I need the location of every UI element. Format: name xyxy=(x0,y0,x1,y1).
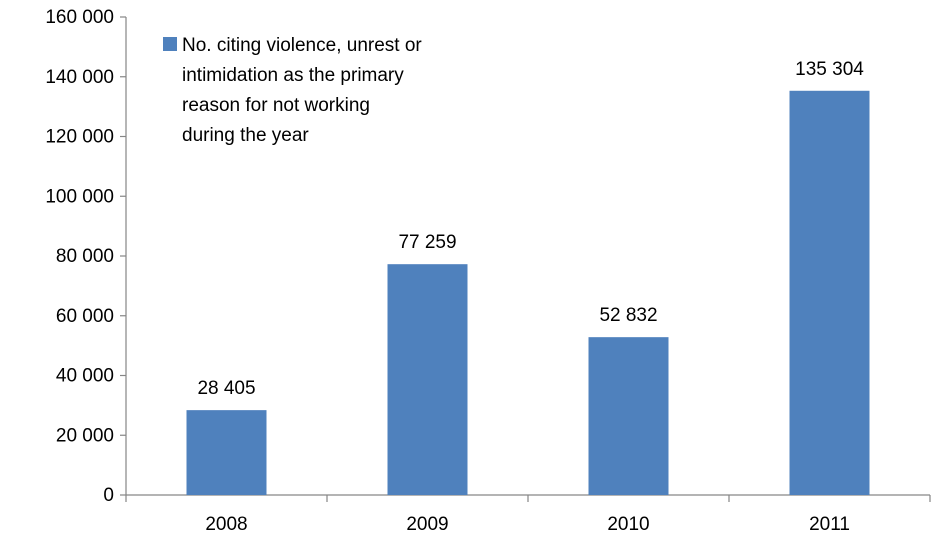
bar-2011 xyxy=(789,90,870,495)
data-label-2010: 52 832 xyxy=(599,305,657,326)
y-axis: 0 20 000 40 000 60 000 80 000 100 000 120 000 1… xyxy=(45,7,127,506)
x-tick-label: 2011 xyxy=(809,514,850,535)
data-labels: 28 405 77 259 52 832 135 304 xyxy=(197,59,864,399)
legend: No. citing violence, unrest or intimidati… xyxy=(163,35,422,146)
bar-series xyxy=(186,90,870,495)
legend-line: during the year xyxy=(182,125,309,146)
legend-line: No. citing violence, unrest or xyxy=(182,35,422,56)
x-axis: 2008 2009 2010 2011 xyxy=(125,494,931,535)
y-tick-label: 100 000 xyxy=(45,186,114,207)
legend-swatch xyxy=(163,37,177,51)
legend-label: No. citing violence, unrest or intimidati… xyxy=(182,35,422,146)
y-tick-label: 60 000 xyxy=(56,306,114,327)
y-tick-label: 140 000 xyxy=(45,67,114,88)
data-label-2009: 77 259 xyxy=(398,232,456,253)
y-tick-label: 20 000 xyxy=(56,425,114,446)
legend-line: intimidation as the primary xyxy=(182,65,404,86)
bar-2010 xyxy=(588,337,669,495)
legend-line: reason for not working xyxy=(182,95,370,116)
y-tick-label: 80 000 xyxy=(56,246,114,267)
bar-2009 xyxy=(387,264,468,495)
data-label-2008: 28 405 xyxy=(197,378,255,399)
y-tick-label: 120 000 xyxy=(45,127,114,148)
data-label-2011: 135 304 xyxy=(795,59,864,80)
x-tick-label: 2010 xyxy=(607,514,649,535)
x-tick-label: 2008 xyxy=(205,514,247,535)
x-tick-label: 2009 xyxy=(406,514,448,535)
bar-2008 xyxy=(186,410,267,495)
y-tick-label: 160 000 xyxy=(45,7,114,28)
y-tick-label: 0 xyxy=(103,485,114,506)
y-tick-label: 40 000 xyxy=(56,366,114,387)
